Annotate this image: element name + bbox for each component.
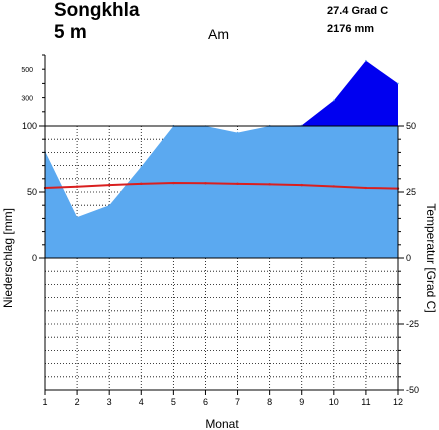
month-tick-label-12: 12 — [393, 397, 403, 407]
month-tick-label-5: 5 — [171, 397, 176, 407]
right-axis-label: Temperatur [Grad C] — [424, 203, 438, 312]
temp-tick-label-25: 25 — [406, 187, 416, 197]
annual-precipitation: 2176 mm — [327, 23, 374, 35]
precipitation-series — [44, 59, 399, 258]
precip-point-4 — [140, 166, 143, 168]
month-tick-label-11: 11 — [361, 397, 370, 407]
temp-tick-label--25: -25 — [406, 319, 419, 329]
precip-point-7 — [236, 131, 239, 134]
left-axis-label: Niederschlag [mm] — [1, 208, 15, 308]
precipitation-area — [45, 126, 398, 258]
precip-upper-tick-label-300: 300 — [21, 96, 33, 103]
temp-point-4 — [140, 182, 143, 186]
month-tick-label-6: 6 — [203, 397, 208, 407]
precip-tick-label-100: 100 — [22, 121, 37, 131]
plot-frame — [44, 55, 399, 391]
month-tick-label-4: 4 — [139, 397, 144, 407]
temperature-line — [44, 182, 399, 190]
temp-tick-label--50: -50 — [406, 385, 419, 395]
temp-tick-label-0: 0 — [406, 253, 411, 263]
temp-point-5 — [172, 181, 175, 185]
temp-point-7 — [236, 182, 239, 186]
month-tick-label-2: 2 — [75, 397, 80, 407]
month-tick-label-10: 10 — [329, 397, 339, 407]
x-axis-label: Monat — [205, 417, 239, 430]
precip-point-2 — [76, 216, 78, 218]
temperature-series — [43, 181, 400, 190]
temp-tick-label-50: 50 — [406, 121, 416, 131]
precip-tick-label-0: 0 — [32, 253, 37, 263]
station-name: Songkhla — [54, 0, 140, 21]
mean-temperature: 27.4 Grad C — [327, 5, 388, 17]
temp-point-6 — [204, 182, 207, 185]
precip-tick-label-50: 50 — [27, 187, 37, 197]
month-tick-label-7: 7 — [235, 397, 240, 407]
precip-upper-tick-label-500: 500 — [21, 67, 33, 74]
precipitation-excess-area — [171, 60, 398, 126]
temp-point-9 — [300, 183, 303, 187]
temp-point-10 — [332, 185, 336, 188]
temp-point-2 — [75, 185, 79, 188]
month-tick-label-3: 3 — [107, 397, 112, 407]
precip-point-11 — [365, 59, 367, 62]
month-tick-label-8: 8 — [267, 397, 272, 407]
temp-point-11 — [364, 186, 368, 190]
precip-point-10 — [333, 99, 335, 102]
climate-class: Am — [208, 26, 229, 42]
temp-point-8 — [268, 183, 271, 186]
temp-point-3 — [107, 183, 111, 187]
month-tick-label-9: 9 — [299, 397, 304, 407]
precip-point-12 — [397, 82, 399, 85]
precip-point-3 — [108, 204, 110, 206]
station-elevation: 5 m — [54, 22, 87, 43]
month-tick-label-1: 1 — [42, 397, 47, 407]
